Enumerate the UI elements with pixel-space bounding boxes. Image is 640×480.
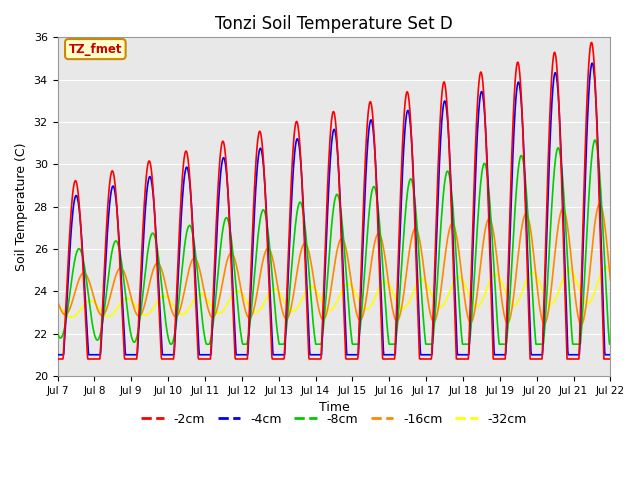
- Title: Tonzi Soil Temperature Set D: Tonzi Soil Temperature Set D: [215, 15, 453, 33]
- Legend: -2cm, -4cm, -8cm, -16cm, -32cm: -2cm, -4cm, -8cm, -16cm, -32cm: [136, 408, 532, 431]
- Y-axis label: Soil Temperature (C): Soil Temperature (C): [15, 143, 28, 271]
- Text: TZ_fmet: TZ_fmet: [68, 43, 122, 56]
- X-axis label: Time: Time: [319, 401, 349, 414]
